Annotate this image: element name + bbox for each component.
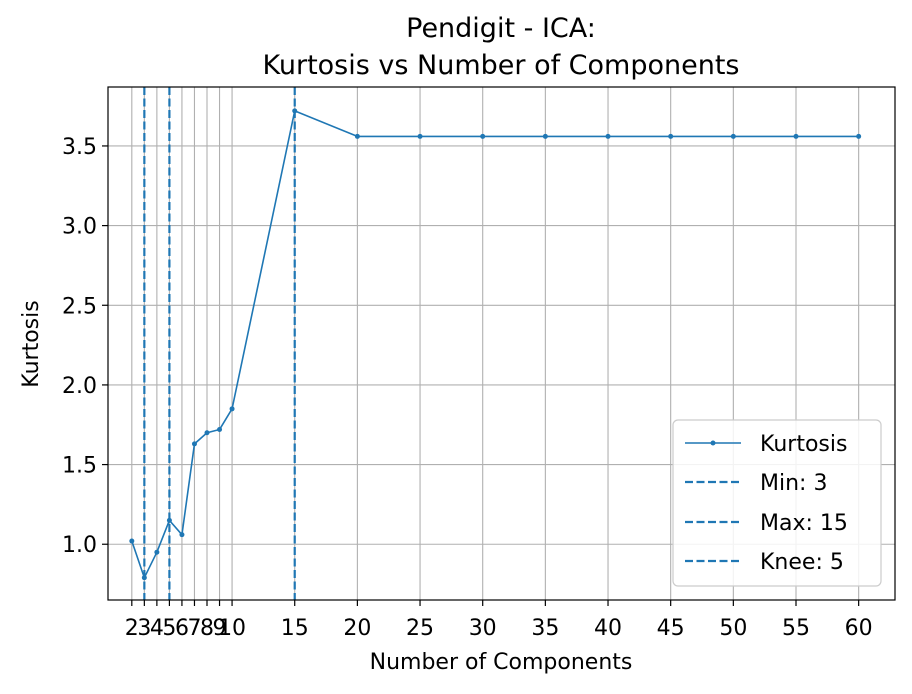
legend: Kurtosis Min: 3 Max: 15 Knee: 5 — [672, 419, 882, 587]
data-point-60 — [856, 133, 862, 139]
legend-box — [672, 419, 882, 587]
x-tick-label-10: 10 — [218, 616, 246, 641]
data-point-4 — [154, 549, 160, 555]
series-layer — [129, 108, 862, 581]
chart-title-line-1: Pendigit - ICA: — [406, 13, 596, 44]
data-point-7 — [191, 441, 197, 447]
x-tick-label-15: 15 — [281, 616, 309, 641]
y-tick-label-3.5: 3.5 — [62, 135, 97, 160]
data-point-2 — [129, 538, 135, 544]
y-tick-label-2.0: 2.0 — [62, 374, 97, 399]
vline-layer — [143, 87, 296, 600]
data-point-3 — [141, 575, 147, 581]
x-tick-label-60: 60 — [845, 616, 873, 641]
data-point-20 — [354, 133, 360, 139]
chart-title-line-2: Kurtosis vs Number of Components — [263, 50, 740, 81]
x-tick-label-25: 25 — [406, 616, 434, 641]
x-tick-label-7: 7 — [187, 616, 201, 641]
y-tick-label-2.5: 2.5 — [62, 294, 97, 319]
y-tick-label-1.5: 1.5 — [62, 454, 97, 479]
x-tick-label-30: 30 — [469, 616, 497, 641]
data-point-25 — [417, 133, 423, 139]
x-tick-label-9: 9 — [213, 616, 227, 641]
x-tick-label-5: 5 — [162, 616, 176, 641]
data-point-5 — [166, 517, 172, 523]
legend-kurtosis-marker — [710, 440, 716, 446]
plot-frame — [107, 86, 896, 601]
data-point-55 — [793, 133, 799, 139]
x-tick-label-35: 35 — [531, 616, 559, 641]
data-point-15 — [292, 108, 298, 114]
data-point-30 — [480, 133, 486, 139]
data-point-10 — [229, 406, 235, 412]
x-tick-label-3: 3 — [137, 616, 151, 641]
legend-label-kurtosis: Kurtosis — [760, 432, 847, 457]
data-point-8 — [204, 430, 210, 436]
legend-label-max: Max: 15 — [760, 511, 848, 536]
data-point-45 — [668, 133, 674, 139]
x-tick-label-50: 50 — [719, 616, 747, 641]
x-tick-label-45: 45 — [657, 616, 685, 641]
y-tick-label-3.0: 3.0 — [62, 215, 97, 240]
x-tick-label-40: 40 — [594, 616, 622, 641]
x-axis-label: Number of Components — [370, 650, 633, 675]
x-tick-label-2: 2 — [125, 616, 139, 641]
data-point-6 — [179, 532, 185, 538]
data-point-50 — [730, 133, 736, 139]
x-tick-label-6: 6 — [175, 616, 189, 641]
data-point-40 — [605, 133, 611, 139]
x-tick-label-4: 4 — [150, 616, 164, 641]
y-tick-label-1.0: 1.0 — [62, 533, 97, 558]
y-axis-label: Kurtosis — [19, 300, 44, 387]
legend-label-knee: Knee: 5 — [760, 550, 844, 575]
x-tick-label-20: 20 — [343, 616, 371, 641]
x-tick-label-55: 55 — [782, 616, 810, 641]
data-point-35 — [542, 133, 548, 139]
grid-layer — [108, 87, 895, 600]
data-point-9 — [217, 427, 223, 433]
x-tick-label-8: 8 — [200, 616, 214, 641]
legend-label-min: Min: 3 — [760, 471, 827, 496]
